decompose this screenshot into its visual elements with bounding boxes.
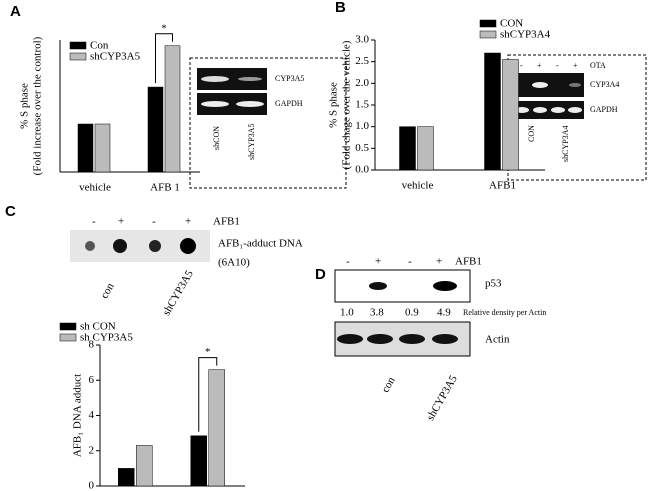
legend-label: sh CYP3A5 [80, 332, 133, 344]
inset-box [189, 57, 347, 189]
density-caption: Relative density per Actin [463, 308, 546, 317]
bar [502, 59, 519, 171]
y-tick-label: 1.0 [355, 120, 369, 132]
x-tick-label: AFB 1 [150, 182, 180, 194]
x-tick-label: vehicle [402, 180, 434, 192]
y-tick-label: 1.5 [355, 99, 369, 111]
x-tick-label: AFB1 [489, 180, 516, 192]
density: 4.9 [437, 307, 451, 319]
sign: - [346, 256, 350, 268]
lane-label: shCYP3A5 [424, 373, 460, 423]
bar [77, 123, 94, 173]
legend-label: shCYP3A5 [90, 51, 141, 63]
y-tick-label: 2.0 [355, 77, 369, 89]
significance-bracket [198, 357, 218, 432]
legend-label: sh CON [80, 321, 116, 333]
y-tick-label: 0 [89, 480, 95, 491]
lane-label: shCYP3A5 [247, 124, 256, 160]
density: 1.0 [340, 307, 354, 319]
y-tick-label: 8 [89, 339, 95, 351]
annotation: * [161, 22, 167, 34]
bar [399, 126, 416, 171]
x-tick-label: vehicle [79, 182, 111, 194]
y-axis-label: (Fold increase over the control) [32, 36, 44, 175]
significance-bracket [155, 33, 173, 84]
lane-label: shCYP3A4 [561, 126, 570, 162]
sign: + [185, 216, 191, 228]
blot-row-label: GAPDH [275, 99, 303, 108]
y-axis-label: (Fold chage over the vehicle) [341, 40, 353, 169]
blot-row-label: p53 [485, 278, 502, 290]
annotation: * [205, 346, 211, 358]
sign: + [573, 61, 578, 70]
panel-label: D [315, 266, 326, 283]
bar [208, 369, 225, 487]
y-axis-label: AFB₁ DNA adduct [72, 374, 84, 457]
density: 0.9 [405, 307, 419, 319]
bar [136, 445, 153, 487]
legend-swatch [69, 52, 87, 61]
gel [197, 68, 267, 90]
blot-row-label: (6A10) [218, 257, 250, 269]
legend-label: CON [500, 18, 523, 30]
y-tick-label: 4 [89, 409, 95, 421]
y-tick-label: 3.0 [355, 34, 369, 46]
sign: + [537, 61, 542, 70]
sign: - [92, 216, 96, 228]
legend-swatch [59, 333, 77, 342]
sign: - [556, 61, 559, 70]
treatment: AFB1 [455, 256, 482, 268]
sign: - [520, 61, 523, 70]
sign: + [436, 256, 442, 268]
legend-label: Con [90, 40, 109, 52]
bar [417, 126, 434, 171]
legend-label: shCYP3A4 [500, 29, 551, 41]
panel-label: C [5, 203, 16, 220]
legend-swatch [69, 41, 87, 50]
y-tick-label: 0.0 [355, 164, 369, 176]
panel-label: A [10, 3, 21, 20]
sign: + [375, 256, 381, 268]
bar [484, 52, 501, 171]
blot-row-label: GAPDH [590, 105, 618, 114]
legend-swatch [479, 30, 497, 39]
y-axis-label: % S phase [328, 82, 340, 128]
bar [147, 86, 164, 173]
bar [94, 123, 111, 173]
lane-label: shCON [212, 126, 221, 150]
y-tick-label: 6 [89, 374, 95, 386]
inset-box [507, 54, 647, 181]
bar [118, 468, 135, 487]
treatment: AFB1 [213, 216, 240, 228]
bar [164, 45, 181, 173]
y-tick-label: 0.5 [355, 142, 369, 154]
y-tick-label: 2.5 [355, 55, 369, 67]
blot-row-label: CYP3A4 [590, 80, 619, 89]
sign: + [118, 216, 124, 228]
blot-row-label: CYP3A5 [275, 74, 304, 83]
lane-label: CON [527, 125, 536, 142]
y-tick-label: 2 [89, 444, 95, 456]
legend-swatch [59, 322, 77, 331]
y-axis-label: % S phase [19, 83, 31, 129]
treatment: OTA [590, 61, 606, 70]
sign: - [408, 256, 412, 268]
density: 3.8 [370, 307, 384, 319]
lane-label: con [379, 375, 398, 395]
blot-row-label: AFB₁-adduct DNA [218, 238, 303, 250]
legend-swatch [479, 19, 497, 28]
lane-label: con [98, 281, 117, 301]
lane-label: shCYP3A5 [160, 268, 196, 318]
panel-label: B [335, 0, 346, 16]
sign: - [152, 216, 156, 228]
blot-row-label: Actin [485, 334, 510, 346]
bar [190, 435, 207, 487]
gel [197, 93, 267, 115]
